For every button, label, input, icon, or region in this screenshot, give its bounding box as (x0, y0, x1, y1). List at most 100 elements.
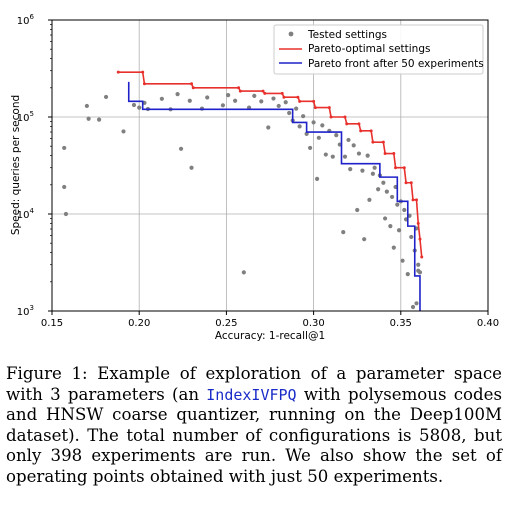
tested-setting-point (367, 197, 372, 202)
tested-setting-point (266, 125, 271, 130)
pareto-optimal-point (416, 221, 420, 225)
pareto-optimal-point (420, 255, 424, 259)
figure: 0.15 0.20 0.25 0.30 0.35 0.40 103 104 105 106 Ac… (10, 13, 499, 342)
pareto-optimal-point (313, 106, 317, 110)
caption-code: IndexIVFPQ (206, 385, 297, 404)
tested-setting-point (121, 129, 126, 134)
pareto-optimal-point (345, 122, 349, 126)
tested-setting-point (405, 272, 410, 277)
tested-setting-point (400, 258, 405, 263)
tested-setting-point (316, 135, 321, 140)
tested-setting-point (175, 92, 180, 97)
tested-setting-point (86, 116, 91, 121)
pareto-optimal-point (402, 166, 406, 170)
pareto-optimal-point (359, 129, 363, 133)
tested-setting-point (308, 145, 313, 151)
tested-setting-point (314, 176, 320, 182)
tested-setting-point (283, 100, 288, 105)
tested-setting-point (178, 146, 184, 151)
tested-setting-point (362, 237, 367, 242)
tested-setting-point (233, 98, 238, 103)
tested-setting-point (271, 96, 276, 101)
tested-setting-point (356, 151, 362, 156)
pareto-optimal-point (343, 115, 347, 119)
tested-setting-point (159, 96, 164, 101)
tested-setting-point (342, 154, 348, 159)
pareto-optimal-point (329, 115, 333, 119)
x-tick-label: 0.20 (128, 318, 150, 329)
caption-prefix: Figure 1: Example of exploration of a pa… (6, 364, 502, 404)
tested-setting-point (103, 94, 109, 100)
tested-setting-point (417, 270, 423, 275)
tested-setting-point (62, 184, 67, 190)
tested-setting-point (96, 117, 102, 122)
tested-setting-point (320, 123, 325, 128)
pareto-50-line (127, 81, 421, 311)
pareto-optimal-point (381, 140, 385, 144)
pareto-optimal-point (190, 82, 194, 86)
caption-suffix: with polysemous codes and HNSW coarse qu… (6, 384, 502, 486)
tested-setting-point (220, 103, 226, 108)
tested-setting-point (370, 171, 375, 176)
pareto-optimal-point (298, 99, 302, 103)
pareto-optimal-point (282, 95, 286, 99)
tested-setting-point (389, 194, 395, 200)
legend: Tested settings Pareto-optimal settings … (273, 24, 484, 75)
tested-setting-point (276, 103, 281, 109)
tested-setting-point (351, 143, 356, 148)
pareto-optimal-point (261, 89, 265, 93)
tested-setting-point (62, 145, 67, 151)
x-tick-label: 0.35 (390, 318, 412, 329)
x-tick-label: 0.25 (215, 318, 237, 329)
plot-frame (51, 19, 489, 312)
tested-setting-point (334, 133, 339, 138)
y-tick-label: 103 (17, 304, 34, 318)
tested-setting-point (341, 230, 346, 235)
legend-label-tested: Tested settings (307, 29, 387, 41)
pareto-optimal-point (409, 181, 413, 185)
tested-setting-point (388, 224, 393, 229)
tested-setting-point (410, 304, 416, 310)
tested-setting-point (383, 216, 388, 221)
pareto-optimal-point (369, 129, 373, 133)
tested-setting-point (355, 207, 360, 213)
tested-setting-point (402, 207, 407, 213)
tested-setting-point (252, 93, 257, 98)
tested-setting-point (63, 211, 69, 217)
pareto-optimal-point (142, 82, 146, 86)
x-tick-label: 0.40 (477, 318, 499, 329)
pareto-optimal-point (296, 95, 300, 99)
y-axis-label: Speed: queries per second (10, 95, 22, 235)
pareto-optimal-point (238, 89, 242, 93)
pareto-optimal-point (191, 86, 195, 90)
pareto-optimal-point (404, 181, 408, 185)
tested-setting-point (384, 189, 389, 194)
pareto-optimal-point (392, 152, 396, 156)
tested-setting-point (187, 98, 192, 103)
pareto-optimal-point (394, 166, 398, 170)
legend-box (273, 24, 484, 75)
tested-setting-point (226, 93, 231, 98)
tested-setting-point (297, 124, 302, 129)
legend-label-pareto-50: Pareto front after 50 experiments (308, 58, 484, 70)
tested-setting-point (189, 165, 194, 170)
tested-setting-point (346, 137, 351, 143)
pareto-optimal-point (116, 70, 120, 74)
pareto-optimal-point (418, 237, 422, 241)
pareto-optimal-point (357, 122, 361, 126)
tested-setting-point (360, 168, 365, 173)
tested-setting-point (395, 202, 400, 207)
tested-setting-point (323, 152, 328, 157)
y-tick-label: 106 (17, 13, 35, 27)
tested-setting-point (137, 105, 142, 110)
series-layer (62, 70, 424, 311)
pareto-optimal-point (141, 70, 145, 74)
tested-setting-point (409, 234, 414, 240)
tested-setting-point (131, 102, 137, 108)
legend-marker-tested (288, 31, 294, 37)
tested-setting-point (330, 154, 335, 159)
tested-setting-point (301, 114, 306, 119)
x-axis-label: Accuracy: 1-recall@1 (215, 330, 325, 342)
pareto-optimal-point (415, 198, 418, 202)
